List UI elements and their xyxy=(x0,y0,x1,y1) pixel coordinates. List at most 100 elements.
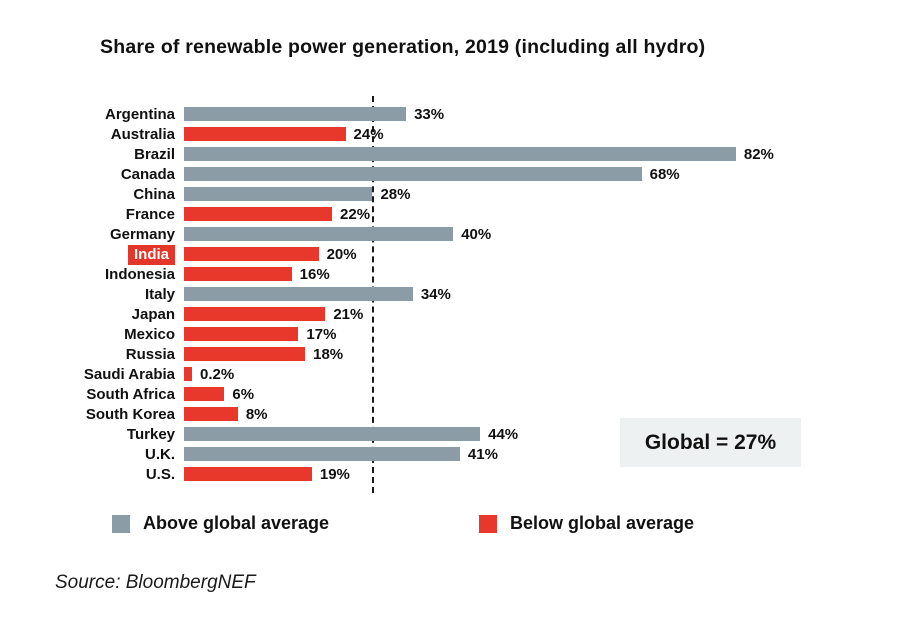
bar-area: 17% xyxy=(184,326,900,343)
value-label: 28% xyxy=(380,185,411,203)
bar-area: 68% xyxy=(184,166,900,183)
bar-area: 0.2% xyxy=(184,366,900,383)
bar xyxy=(184,167,642,181)
bar-area: 6% xyxy=(184,386,900,403)
bar xyxy=(184,107,407,121)
legend-label-above: Above global average xyxy=(143,513,330,533)
country-label: France xyxy=(125,205,175,223)
country-label: Saudi Arabia xyxy=(83,365,175,383)
country-label: South Africa xyxy=(86,385,175,403)
legend-item-above: Above global average xyxy=(112,513,329,534)
above-average-swatch-icon xyxy=(112,514,130,533)
bar-area: 20% xyxy=(184,246,900,263)
value-label: 21% xyxy=(333,305,364,323)
chart-row: South Africa 6% xyxy=(0,384,900,404)
chart-row: Mexico 17% xyxy=(0,324,900,344)
chart-row: Germany 40% xyxy=(0,224,900,244)
value-label: 44% xyxy=(488,425,519,443)
bar xyxy=(184,407,238,421)
bar-area: 82% xyxy=(184,146,900,163)
country-label: Indonesia xyxy=(104,265,175,283)
country-label: Argentina xyxy=(104,105,175,123)
chart-row: France 22% xyxy=(0,204,900,224)
bar xyxy=(184,367,192,381)
chart-row: Indonesia 16% xyxy=(0,264,900,284)
bar xyxy=(184,347,306,361)
country-label: Italy xyxy=(144,285,175,303)
value-label: 24% xyxy=(353,125,384,143)
chart-row: Japan 21% xyxy=(0,304,900,324)
chart-row: Italy 34% xyxy=(0,284,900,304)
chart-row: Saudi Arabia 0.2% xyxy=(0,364,900,384)
bar-area: 33% xyxy=(184,106,900,123)
chart-rows: Argentina 33% Australia 24% Brazil 82% Canada 6… xyxy=(0,104,900,484)
bar-area: 8% xyxy=(184,406,900,423)
value-label: 0.2% xyxy=(200,365,235,383)
chart-row: Brazil 82% xyxy=(0,144,900,164)
legend-label-below: Below global average xyxy=(510,513,695,533)
global-average-callout: Global = 27% xyxy=(620,418,801,467)
value-label: 22% xyxy=(340,205,371,223)
country-label: India xyxy=(0,244,175,265)
bar xyxy=(184,127,346,141)
bar xyxy=(184,427,481,441)
country-label: Brazil xyxy=(134,145,175,163)
value-label: 17% xyxy=(306,325,337,343)
bar-area: 44% xyxy=(184,426,900,443)
country-label: Russia xyxy=(125,345,175,363)
value-label: 40% xyxy=(461,225,492,243)
value-label: 18% xyxy=(313,345,344,363)
country-label: Japan xyxy=(131,305,175,323)
country-label: China xyxy=(133,185,175,203)
bar-area: 18% xyxy=(184,346,900,363)
country-label: U.K. xyxy=(145,445,175,463)
bar-area: 21% xyxy=(184,306,900,323)
bar-area: 22% xyxy=(184,206,900,223)
value-label: 41% xyxy=(467,445,498,463)
source-attribution: Source: BloombergNEF xyxy=(55,572,256,593)
chart-row: U.K. 41% xyxy=(0,444,900,464)
country-label: Mexico xyxy=(124,325,175,343)
country-label: Germany xyxy=(109,225,175,243)
bar xyxy=(184,307,326,321)
bar-area: 28% xyxy=(184,186,900,203)
bar-area: 41% xyxy=(184,446,900,463)
legend-item-below: Below global average xyxy=(479,513,694,534)
chart-title: Share of renewable power generation, 201… xyxy=(100,36,706,58)
chart-row: Russia 18% xyxy=(0,344,900,364)
chart-row: U.S. 19% xyxy=(0,464,900,484)
bar-area: 40% xyxy=(184,226,900,243)
value-label: 20% xyxy=(326,245,357,263)
bar xyxy=(184,147,736,161)
bar xyxy=(184,467,312,481)
bar-area: 16% xyxy=(184,266,900,283)
value-label: 16% xyxy=(299,265,330,283)
value-label: 82% xyxy=(743,145,774,163)
bar xyxy=(184,247,319,261)
value-label: 34% xyxy=(420,285,451,303)
chart-row: Argentina 33% xyxy=(0,104,900,124)
bar xyxy=(184,327,299,341)
value-label: 8% xyxy=(245,405,268,423)
chart-row: Canada 68% xyxy=(0,164,900,184)
chart-row: Turkey 44% xyxy=(0,424,900,444)
chart-row: India 20% xyxy=(0,244,900,265)
country-label: U.S. xyxy=(145,465,175,483)
country-label: Canada xyxy=(120,165,175,183)
value-label: 19% xyxy=(319,465,350,483)
bar xyxy=(184,287,413,301)
bar xyxy=(184,387,225,401)
chart-row: Australia 24% xyxy=(0,124,900,144)
bar-area: 24% xyxy=(184,126,900,143)
bar xyxy=(184,227,454,241)
bar-chart: Argentina 33% Australia 24% Brazil 82% Canada 6… xyxy=(0,96,900,493)
value-label: 68% xyxy=(649,165,680,183)
value-label: 33% xyxy=(414,105,445,123)
bar-area: 19% xyxy=(184,466,900,483)
bar xyxy=(184,207,333,221)
bar xyxy=(184,187,373,201)
chart-row: South Korea 8% xyxy=(0,404,900,424)
legend: Above global average Below global averag… xyxy=(0,513,900,535)
value-label: 6% xyxy=(232,385,255,403)
